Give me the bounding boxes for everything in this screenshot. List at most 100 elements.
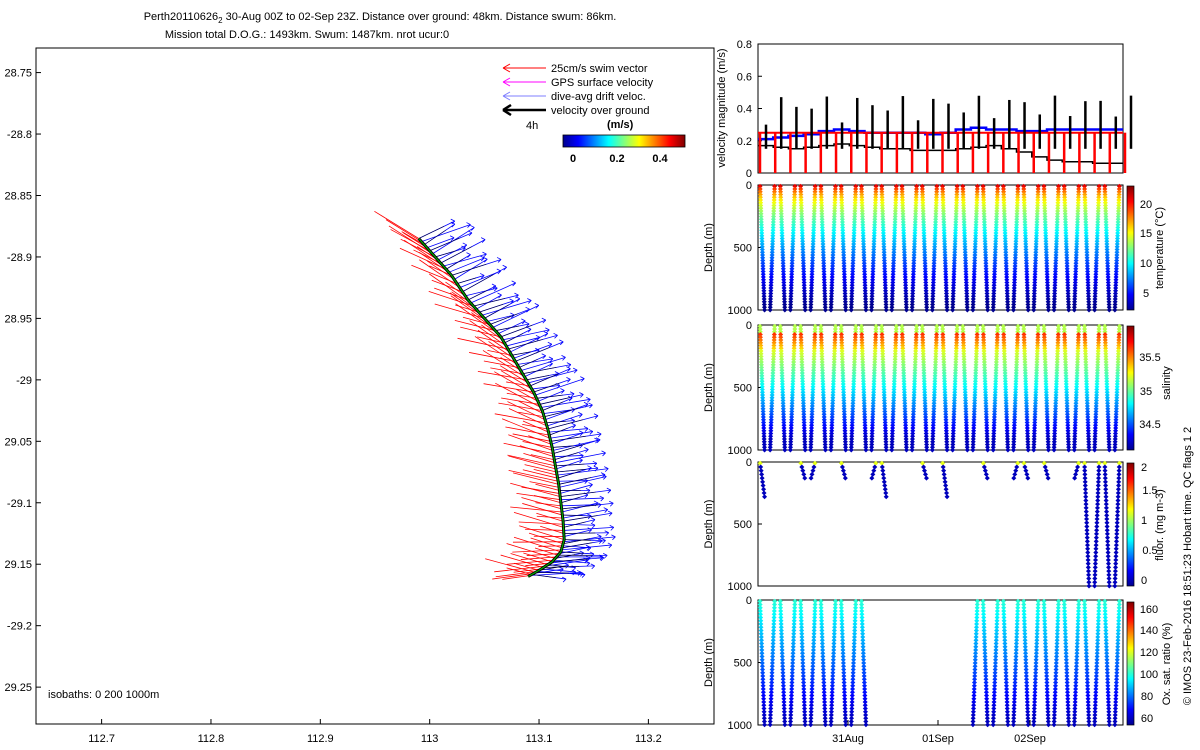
profile-point [1065,422,1071,428]
profile-point [1023,673,1029,679]
profile-point [995,598,1001,604]
swim-vector [528,435,552,445]
profile-point [1052,417,1058,423]
profile-point [1002,362,1008,368]
profile-point [1045,428,1051,434]
profile-point [799,225,805,230]
profile-point [789,411,795,417]
profile-point [871,392,877,398]
drift-arrowhead [597,534,602,540]
profile-point [810,667,816,672]
profile-point [992,670,998,676]
profile-point [1064,389,1070,395]
profile-point [982,647,988,653]
profile-point [1084,398,1090,403]
profile-point [830,255,836,261]
swim-vector [494,565,546,573]
profile-point [822,715,828,721]
profile-point [809,282,815,288]
profile-point [851,227,857,233]
profile-point [760,400,766,406]
profile-point [962,381,968,387]
profile-point [984,288,990,294]
profile-point [831,354,837,359]
profile-point [757,194,763,200]
profile-point [984,417,990,423]
profile-point [822,706,828,711]
profile-point [822,299,828,305]
profile-point [1096,186,1102,192]
profile-point [1075,214,1081,219]
profile-point [869,433,875,439]
profile-point [1021,340,1027,346]
profile-point [758,354,764,359]
profile-point [922,387,928,392]
profile-point [880,348,886,354]
profile-point [880,351,886,357]
profile-point [1014,203,1020,208]
ground-vector [542,401,564,411]
profile-point [912,230,918,236]
profile-point [993,370,999,376]
profile-point [802,444,808,450]
profile-point [843,447,849,453]
profile-point [761,288,767,294]
profile-point [1075,618,1081,624]
profile-point [954,334,960,340]
profile-point [842,709,848,715]
profile-point [1092,572,1098,578]
profile-point [860,225,866,230]
drift-vector [534,378,585,396]
profile-point [1106,442,1112,447]
profile-point [1004,293,1010,299]
drift-arrowhead [480,237,486,243]
profile-point [951,420,957,425]
profile-point [1041,329,1047,335]
profile-point [859,332,865,337]
profile-point [1054,227,1060,233]
profile-point [830,238,836,244]
profile-point [781,693,787,698]
profile-point [1104,241,1110,247]
profile-point [851,381,857,387]
profile-point [921,362,927,368]
profile-point [1106,583,1112,589]
profile-point [879,326,885,332]
profile-point [862,274,868,280]
profile-point [941,211,947,217]
profile-point [777,602,783,607]
profile-point [1005,439,1011,445]
profile-point [852,211,858,217]
profile-point [994,194,1000,200]
profile-point [922,271,928,277]
profile-point [1055,348,1061,354]
profile-point [812,192,818,197]
profile-point [831,650,837,656]
profile-point [761,304,767,310]
profile-point [1053,387,1059,392]
profile-point [758,208,764,214]
profile-point [782,307,788,313]
profile-point [812,611,818,617]
profile-point [840,227,846,233]
profile-point [900,200,906,206]
profile-point [1063,650,1069,656]
profile-point [1064,392,1070,398]
profile-point [802,719,808,724]
profile-point [839,621,845,627]
profile-point [759,247,765,252]
profile-point [974,621,980,627]
profile-point [850,676,856,682]
drift-arrowhead [579,392,584,398]
profile-point [782,304,788,310]
profile-point [1043,227,1049,233]
profile-point [972,244,978,250]
profile-point [820,236,826,241]
profile-point [1116,200,1122,206]
profile-point [851,654,857,659]
profile-point [1013,227,1019,233]
profile-point [891,378,897,384]
profile-point [880,208,886,214]
profile-point [991,699,997,705]
profile-point [1024,686,1030,692]
